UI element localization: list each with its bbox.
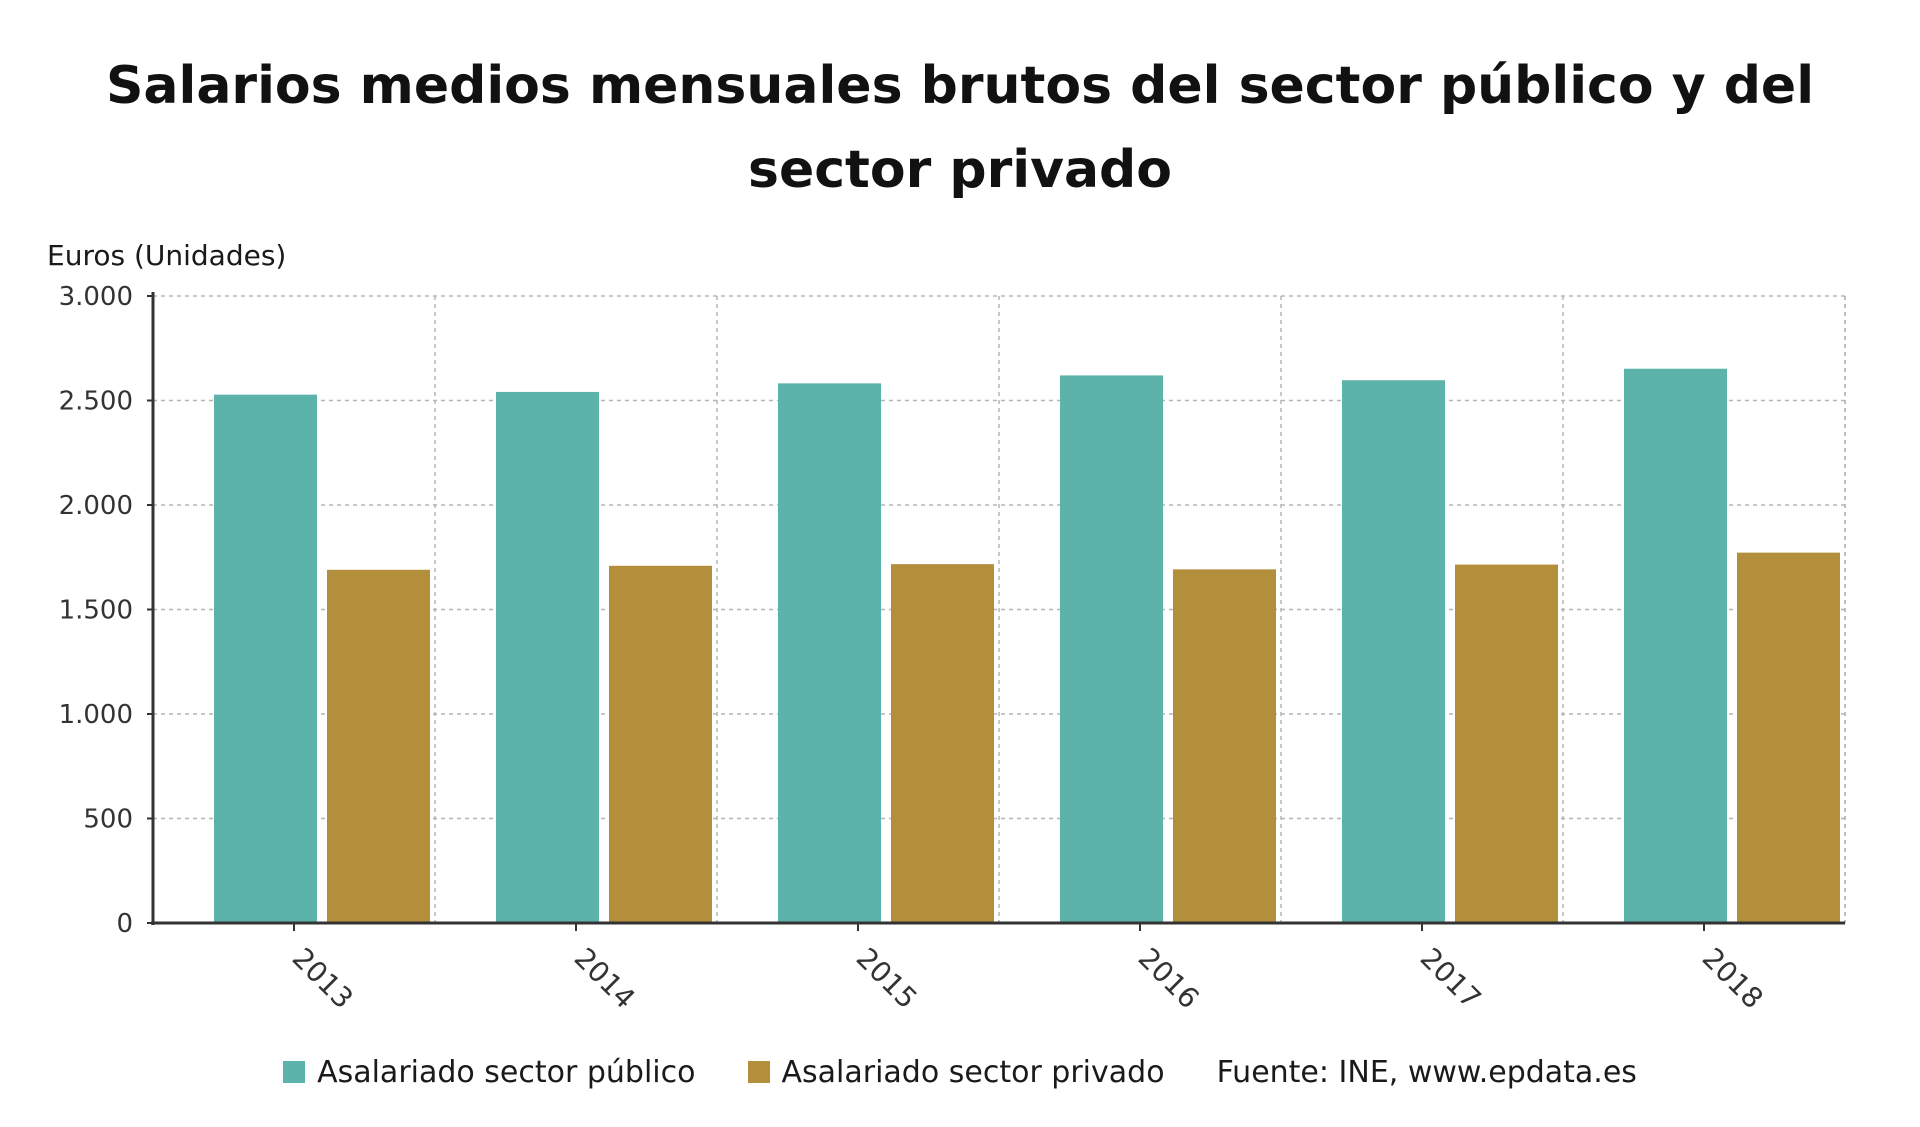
x-tick-label: 2017 [1414, 941, 1488, 1015]
bar-public-2017: Asalariado sector público 2017: 2597 [1342, 380, 1445, 923]
y-axis-title: Euros (Unidades) [47, 239, 286, 272]
legend-label-private: Asalariado sector privado [781, 1054, 1165, 1090]
legend: Asalariado sector público Asalariado sec… [0, 1052, 1920, 1092]
bar-private-2014: Asalariado sector privado 2014: 1709 [609, 565, 712, 923]
legend-swatch-public [283, 1061, 306, 1083]
y-axis-ticks: 0 500 1.000 1.500 2.000 2.500 3.000 [59, 282, 153, 939]
y-tick-label: 500 [83, 805, 133, 835]
bar-public-2016: Asalariado sector público 2016: 2620 [1060, 375, 1163, 923]
legend-label-public: Asalariado sector público [317, 1054, 696, 1090]
x-tick-label: 2016 [1132, 941, 1206, 1015]
y-tick-label: 1.000 [59, 700, 133, 730]
bar-private-2013: Asalariado sector privado 2013: 1690 [327, 569, 430, 923]
bar-private-2015: Asalariado sector privado 2015: 1717 [891, 564, 994, 923]
y-tick-label: 0 [116, 909, 133, 939]
x-tick-label: 2013 [286, 941, 360, 1015]
y-tick-label: 2.000 [59, 491, 133, 521]
y-tick-label: 3.000 [59, 282, 133, 312]
bars: Asalariado sector público 2013: 2528Asal… [214, 368, 1840, 923]
y-tick-label: 2.500 [59, 387, 133, 417]
x-tick-label: 2018 [1696, 941, 1770, 1015]
chart-title: Salarios medios mensuales brutos del sec… [105, 56, 1815, 200]
y-tick-label: 1.500 [59, 596, 133, 626]
legend-swatch-private [747, 1061, 770, 1083]
bar-public-2018: Asalariado sector público 2018: 2652 [1624, 368, 1727, 923]
source-text: Fuente: INE, www.epdata.es [1216, 1054, 1637, 1090]
bar-private-2016: Asalariado sector privado 2016: 1692 [1173, 569, 1276, 923]
x-axis-ticks: 2013 2014 2015 2016 2017 2018 [286, 923, 1770, 1015]
x-tick-label: 2015 [850, 941, 924, 1015]
source-note: Fuente: INE, www.epdata.es [1217, 1055, 1637, 1090]
x-tick-label: 2014 [568, 941, 642, 1015]
bar-public-2013: Asalariado sector público 2013: 2528 [214, 394, 317, 923]
grid-lines [153, 295, 1846, 923]
legend-item-private: Asalariado sector privado [747, 1054, 1165, 1090]
bar-private-2017: Asalariado sector privado 2017: 1715 [1455, 564, 1558, 923]
bar-private-2018: Asalariado sector privado 2018: 1772 [1737, 552, 1840, 923]
bar-public-2015: Asalariado sector público 2015: 2582 [778, 383, 881, 923]
legend-item-public: Asalariado sector público [283, 1054, 696, 1090]
bar-public-2014: Asalariado sector público 2014: 2541 [496, 391, 599, 923]
